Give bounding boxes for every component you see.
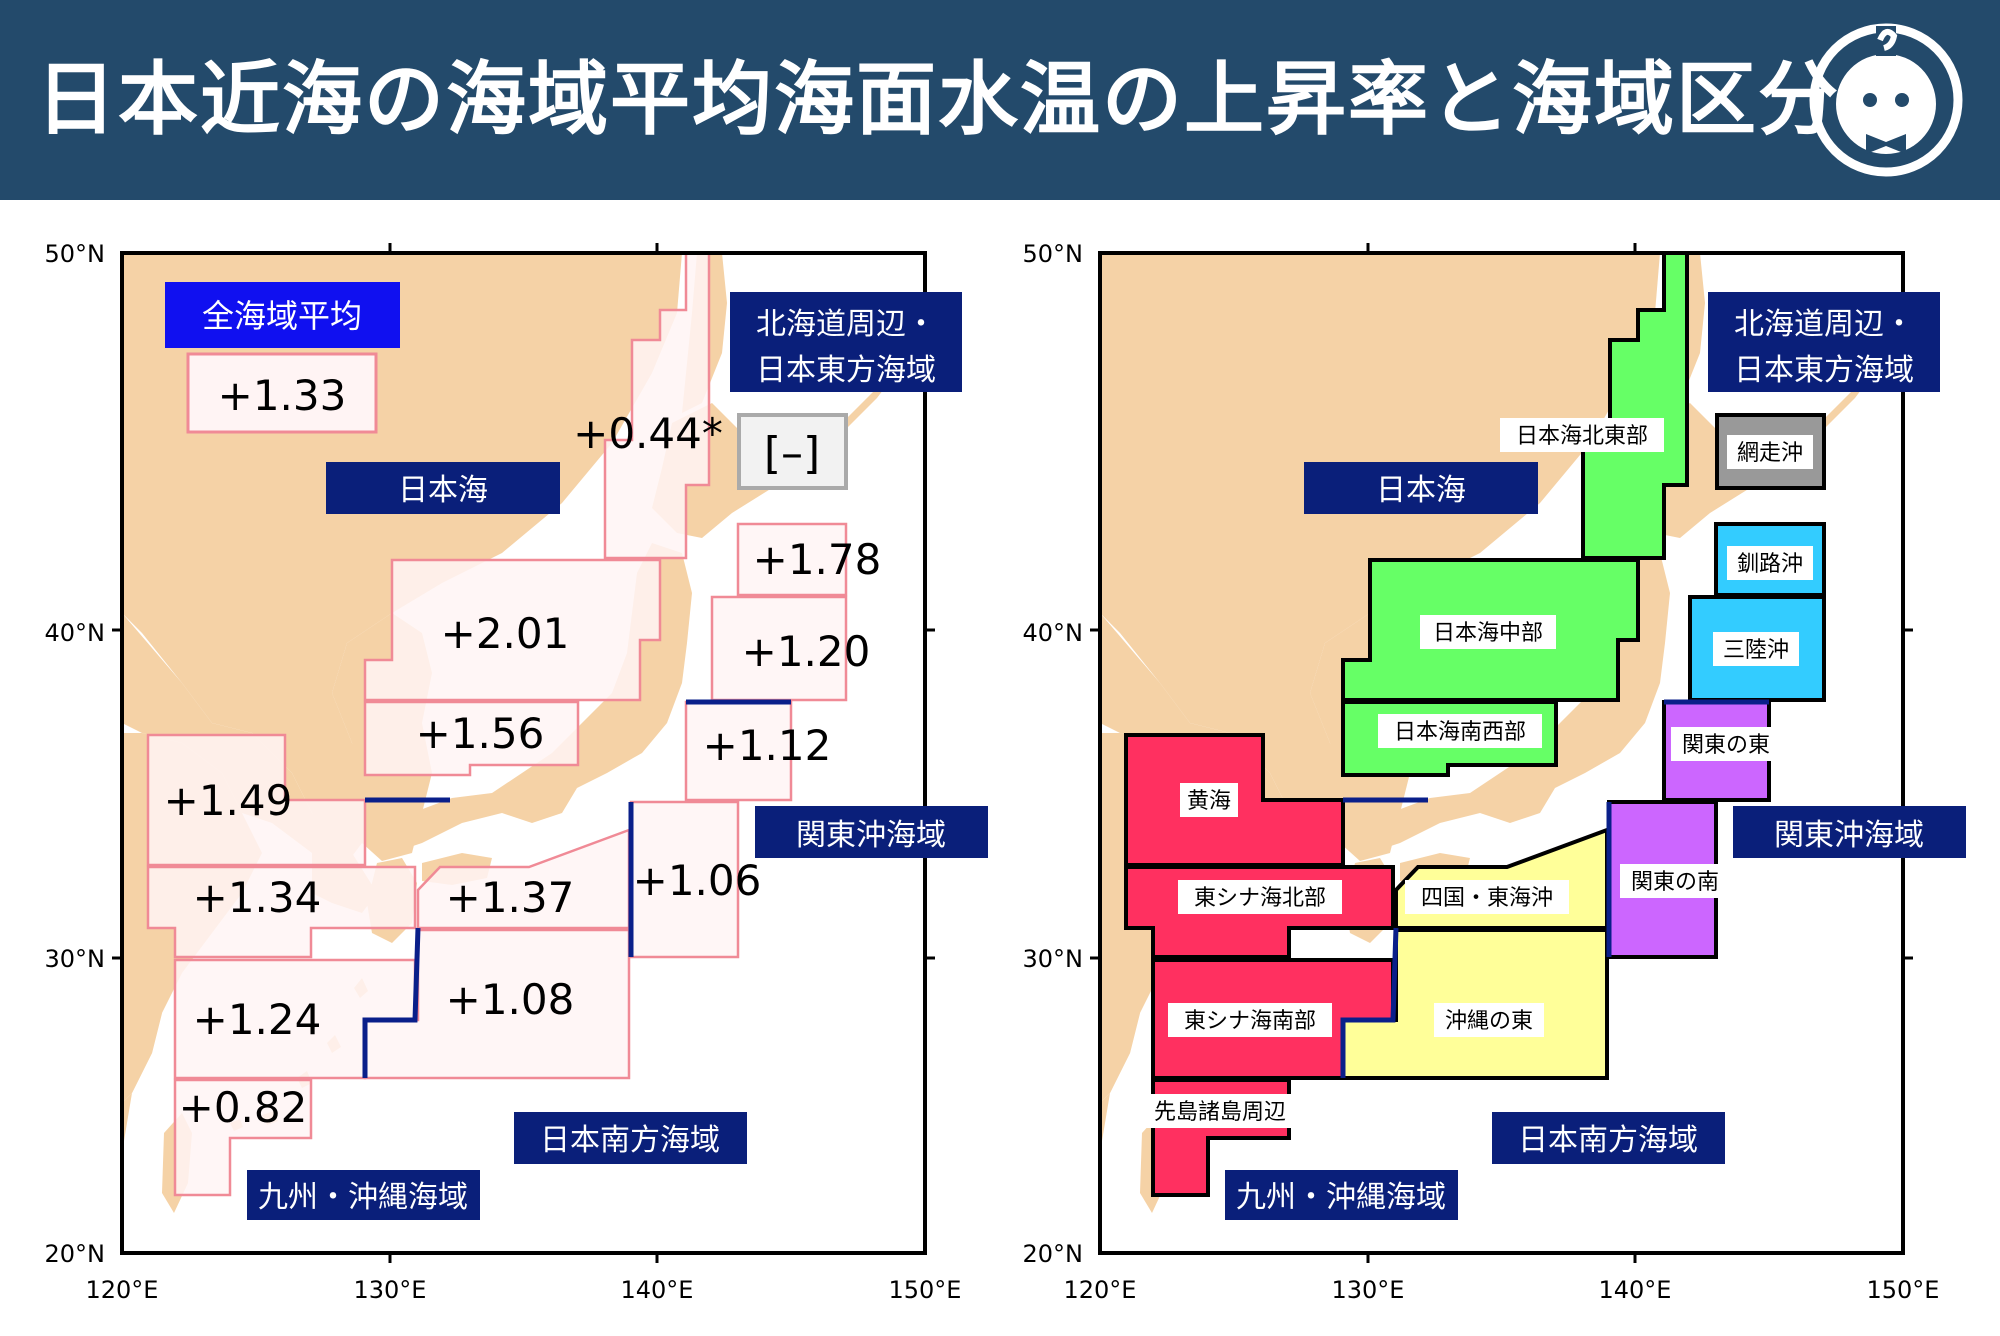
left-frame-ticks: [112, 243, 935, 1263]
maps-canvas: 50°N 40°N 30°N 20°N 120°E 130°E 140°E 15…: [45, 240, 1966, 1304]
value-abashiri: [–]: [764, 428, 820, 479]
left-nanpo-label: 日本南方海域: [540, 1123, 720, 1158]
lon-label-140: 140°E: [621, 1276, 694, 1304]
name-ecs-south: 東シナ海南部: [1184, 1009, 1316, 1034]
name-okinawa-east: 沖縄の東: [1445, 1009, 1533, 1034]
r-lon-label-150: 150°E: [1867, 1276, 1940, 1304]
left-kyushu-label: 九州・沖縄海域: [258, 1180, 468, 1215]
name-abashiri: 網走沖: [1737, 441, 1803, 466]
right-nanpo-box: [1492, 1112, 1725, 1164]
area-sanriku: [710, 595, 848, 702]
r-lon-label-140: 140°E: [1599, 1276, 1672, 1304]
value-nihonkai-southwest: +1.56: [416, 709, 545, 758]
lat-label-50: 50°N: [45, 240, 106, 268]
all-avg-label-box: [165, 282, 400, 348]
name-sanriku: 三陸沖: [1723, 638, 1789, 663]
area-abashiri: [737, 413, 848, 490]
r-lat-label-20: 20°N: [1023, 1240, 1084, 1268]
right-area-names: 日本海北東部 網走沖 釧路沖 日本海中部 三陸沖 日本海南西部 関東の東 黄海 …: [1138, 418, 1813, 1128]
right-kyushu-box: [1225, 1170, 1458, 1220]
lon-label-130: 130°E: [354, 1276, 427, 1304]
left-region-boundaries: [362, 699, 791, 1078]
right-nanpo-label: 日本南方海域: [1518, 1123, 1698, 1158]
value-okinawa-east: +1.08: [446, 975, 575, 1024]
left-map-frame: [120, 251, 927, 1255]
page-title: 日本近海の海域平均海面水温の上昇率と海域区分: [36, 53, 1840, 146]
right-hokkaido-label-1: 北海道周辺・: [1734, 307, 1914, 342]
right-hokkaido-box: [1708, 292, 1940, 392]
left-kanto-box: [755, 806, 988, 858]
left-nihonkai-box: [326, 462, 560, 514]
mascot-face-icon: [1809, 23, 1963, 177]
left-axis-labels: 50°N 40°N 30°N 20°N 120°E 130°E 140°E 15…: [45, 240, 962, 1304]
left-nihonkai-label: 日本海: [398, 473, 488, 508]
area-ecs-north: [146, 865, 417, 959]
right-axis-labels: 50°N 40°N 30°N 20°N 120°E 130°E 140°E 15…: [1023, 240, 1940, 1304]
right-kanto-box: [1733, 806, 1966, 858]
left-region-labels: 北海道周辺・ 日本東方海域 日本海 関東沖海域 日本南方海域 九州・沖縄海域: [247, 292, 988, 1220]
all-avg-label: 全海域平均: [202, 297, 362, 335]
area-nihonkai-sw: [363, 700, 580, 777]
name-yellow-sea: 黄海: [1187, 789, 1231, 814]
all-avg-value: +1.33: [218, 371, 347, 420]
value-nihonkai-central: +2.01: [441, 609, 570, 658]
name-kanto-south: 関東の南: [1631, 870, 1719, 895]
name-sakishima: 先島諸島周辺: [1154, 1100, 1286, 1125]
value-nihonkai-north: +0.44*: [573, 409, 723, 458]
value-kanto-south: +1.06: [633, 856, 762, 905]
left-hokkaido-box: [730, 292, 962, 392]
left-map: 50°N 40°N 30°N 20°N 120°E 130°E 140°E 15…: [45, 240, 988, 1304]
area-sakishima: [173, 1078, 313, 1197]
lon-label-120: 120°E: [86, 1276, 159, 1304]
value-ecs-south: +1.24: [193, 995, 322, 1044]
left-hokkaido-label-2: 日本東方海域: [756, 353, 936, 388]
all-avg-value-box: [186, 352, 378, 434]
right-kanto-label: 関東沖海域: [1774, 818, 1924, 853]
r-lat-label-40: 40°N: [1023, 619, 1084, 647]
left-nanpo-box: [514, 1112, 747, 1164]
area-nihonkai-central: [363, 558, 662, 702]
name-nihonkai-north: 日本海北東部: [1516, 424, 1648, 449]
name-kushiro: 釧路沖: [1737, 552, 1803, 577]
header-bar: 日本近海の海域平均海面水温の上昇率と海域区分: [0, 0, 2000, 200]
r-lon-label-120: 120°E: [1064, 1276, 1137, 1304]
value-sanriku: +1.20: [742, 627, 871, 676]
name-nihonkai-central: 日本海中部: [1433, 621, 1543, 646]
name-kanto-east: 関東の東: [1682, 733, 1770, 758]
r-lat-label-30: 30°N: [1023, 945, 1084, 973]
area-kushiro: [736, 522, 848, 597]
right-map: 50°N 40°N 30°N 20°N 120°E 130°E 140°E 15…: [1023, 240, 1966, 1304]
right-region-boundaries: [1340, 699, 1769, 1078]
value-kushiro: +1.78: [753, 535, 882, 584]
value-shikoku-tokai: +1.37: [446, 873, 575, 922]
left-kyushu-box: [247, 1170, 480, 1220]
value-yellow-sea: +1.49: [164, 776, 293, 825]
left-kanto-label: 関東沖海域: [796, 818, 946, 853]
lon-label-150: 150°E: [889, 1276, 962, 1304]
left-values: +0.44* [–] +1.78 +2.01 +1.20 +1.56 +1.12…: [164, 409, 882, 1132]
name-shikoku-tokai: 四国・東海沖: [1421, 886, 1553, 911]
right-nihonkai-label: 日本海: [1376, 473, 1466, 508]
right-region-labels: 北海道周辺・ 日本東方海域 日本海 関東沖海域 日本南方海域 九州・沖縄海域: [1225, 292, 1966, 1220]
value-ecs-north: +1.34: [193, 873, 322, 922]
r-lon-label-130: 130°E: [1332, 1276, 1405, 1304]
name-nihonkai-southwest: 日本海南西部: [1394, 720, 1526, 745]
lat-label-40: 40°N: [45, 619, 106, 647]
name-ecs-north: 東シナ海北部: [1194, 886, 1326, 911]
value-kanto-east: +1.12: [703, 721, 832, 770]
right-nihonkai-box: [1304, 462, 1538, 514]
right-kyushu-label: 九州・沖縄海域: [1236, 1180, 1446, 1215]
value-sakishima: +0.82: [179, 1083, 308, 1132]
r-lat-label-50: 50°N: [1023, 240, 1084, 268]
lat-label-20: 20°N: [45, 1240, 106, 1268]
right-hokkaido-label-2: 日本東方海域: [1734, 353, 1914, 388]
left-area-boxes: [146, 253, 848, 1197]
area-nihonkai-north: [603, 253, 711, 560]
right-frame-ticks: [1090, 243, 1913, 1263]
left-hokkaido-label-1: 北海道周辺・: [756, 307, 936, 342]
lat-label-30: 30°N: [45, 945, 106, 973]
right-map-frame: [1098, 251, 1905, 1255]
